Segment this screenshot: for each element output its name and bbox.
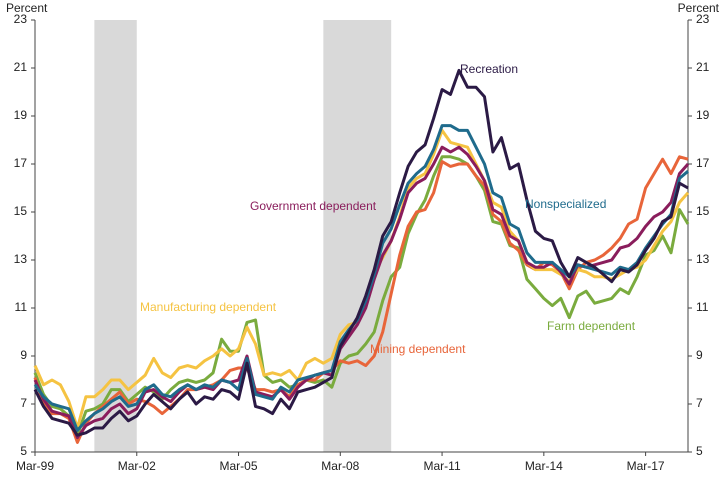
x-tick-label: Mar-05 xyxy=(220,459,258,473)
y-axis-label: Percent xyxy=(6,1,48,15)
series-line xyxy=(33,68,689,437)
y2-tick-label: 7 xyxy=(696,396,703,410)
y-tick-label: 23 xyxy=(14,12,28,26)
x-tick-label: Mar-99 xyxy=(16,459,54,473)
y2-tick-label: 21 xyxy=(696,60,710,74)
y-tick-label: 13 xyxy=(14,252,28,266)
series-label: Government dependent xyxy=(250,199,377,213)
series-label: Farm dependent xyxy=(547,319,636,333)
y2-tick-label: 23 xyxy=(696,12,710,26)
series-label: Recreation xyxy=(460,62,518,76)
y2-tick-label: 19 xyxy=(696,108,710,122)
y2-tick-label: 17 xyxy=(696,156,710,170)
y-tick-label: 9 xyxy=(20,348,27,362)
series-label: Mining dependent xyxy=(370,342,466,356)
y2-axis-label: Percent xyxy=(678,1,720,15)
x-tick-label: Mar-08 xyxy=(321,459,359,473)
x-tick-label: Mar-14 xyxy=(525,459,563,473)
series-line xyxy=(33,155,690,437)
y2-tick-label: 11 xyxy=(696,300,709,314)
y-tick-label: 7 xyxy=(20,396,27,410)
y-tick-label: 17 xyxy=(14,156,28,170)
x-tick-label: Mar-02 xyxy=(118,459,156,473)
x-tick-label: Mar-17 xyxy=(627,459,665,473)
series-label: Nonspecialized xyxy=(525,197,606,211)
y2-tick-label: 5 xyxy=(696,444,703,458)
y-tick-label: 11 xyxy=(15,300,28,314)
y2-tick-label: 13 xyxy=(696,252,710,266)
y-tick-label: 19 xyxy=(14,108,28,122)
recession-band xyxy=(323,20,392,452)
y2-tick-label: 9 xyxy=(696,348,703,362)
y-tick-label: 5 xyxy=(20,444,27,458)
y2-tick-label: 15 xyxy=(696,204,710,218)
x-tick-label: Mar-11 xyxy=(424,459,461,473)
y-tick-label: 21 xyxy=(14,60,28,74)
series-line xyxy=(33,155,689,444)
y-tick-label: 15 xyxy=(14,204,28,218)
series-label: Manufacturing dependent xyxy=(140,300,277,314)
